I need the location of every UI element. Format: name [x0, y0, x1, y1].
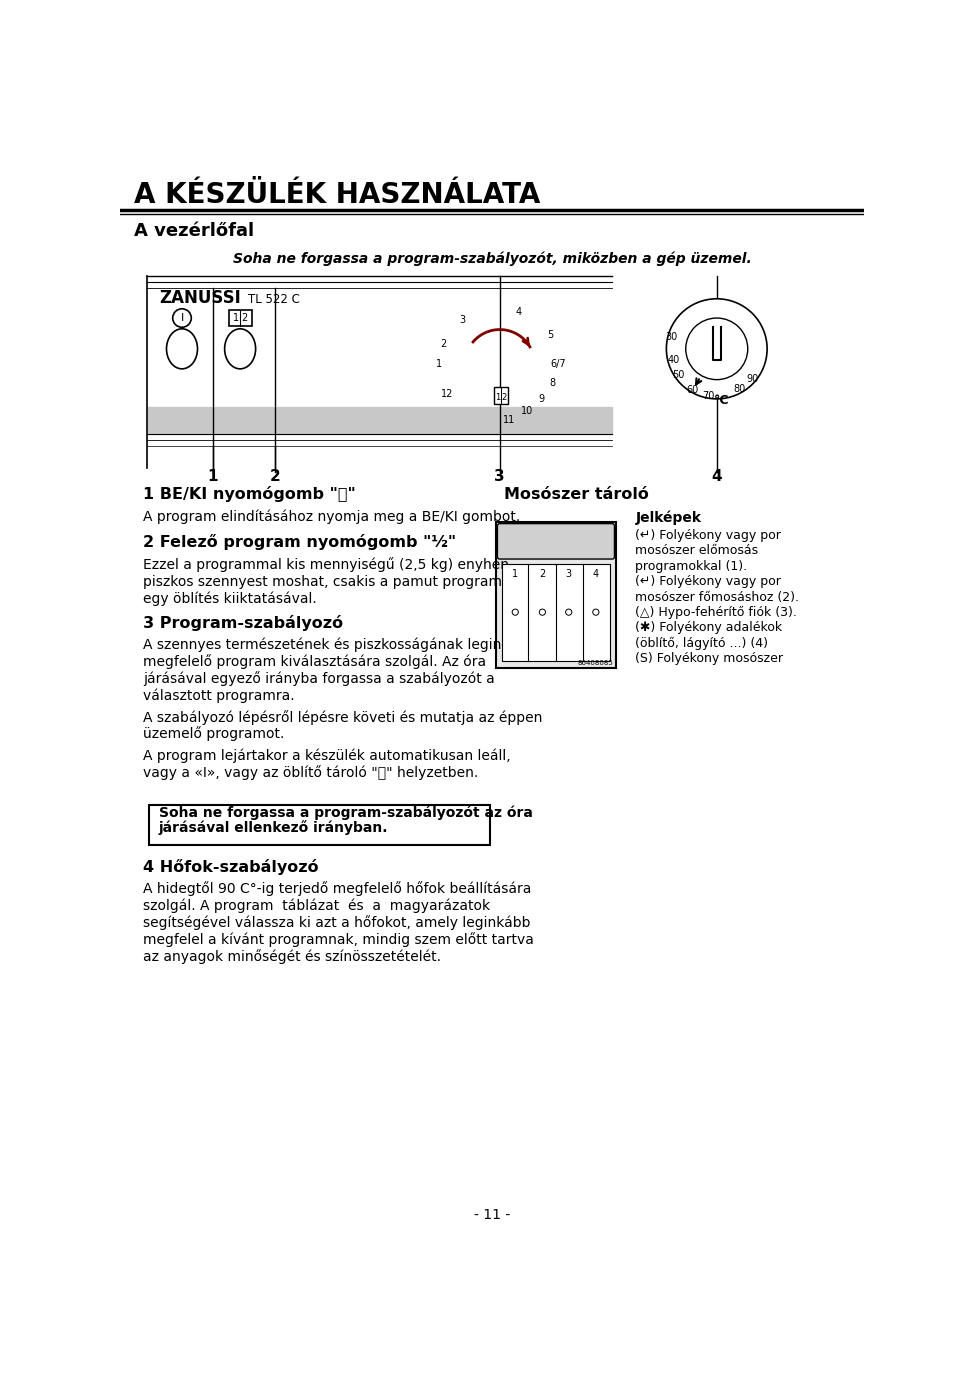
- Circle shape: [540, 609, 545, 616]
- Text: A hidegtől 90 C°-ig terjedő megfelelő hőfok beállítására: A hidegtől 90 C°-ig terjedő megfelelő hő…: [143, 881, 532, 897]
- Text: 50: 50: [672, 371, 684, 381]
- Text: 1: 1: [494, 393, 500, 402]
- Text: A KÉSZÜLÉK HASZNÁLATA: A KÉSZÜLÉK HASZNÁLATA: [134, 180, 540, 208]
- Text: 2 Felező program nyomógomb "½": 2 Felező program nyomógomb "½": [143, 534, 456, 550]
- Text: Soha ne forgassa a program-szabályozót, miközben a gép üzemel.: Soha ne forgassa a program-szabályozót, …: [232, 252, 752, 266]
- Text: mosószer előmosás: mosószer előmosás: [636, 544, 758, 557]
- Text: járásával ellenkező irányban.: járásával ellenkező irányban.: [158, 821, 388, 835]
- Bar: [493, 388, 508, 404]
- Text: 1: 1: [207, 469, 218, 484]
- Text: segítségével válassza ki azt a hőfokot, amely leginkább: segítségével válassza ki azt a hőfokot, …: [143, 915, 531, 930]
- Text: Soha ne forgassa a program-szabályozót az óra: Soha ne forgassa a program-szabályozót a…: [158, 806, 533, 820]
- Text: vagy a «I», vagy az öblítő tároló "⎕" helyzetben.: vagy a «I», vagy az öblítő tároló "⎕" he…: [143, 765, 478, 781]
- Text: 1: 1: [233, 313, 239, 323]
- Text: 6/7: 6/7: [550, 360, 565, 369]
- Text: (öblítő, lágyító ...) (4): (öblítő, lágyító ...) (4): [636, 637, 768, 649]
- Text: programokkal (1).: programokkal (1).: [636, 560, 748, 572]
- Text: TL 522 C: TL 522 C: [248, 292, 300, 305]
- Text: 4: 4: [592, 568, 599, 579]
- Text: (↵) Folyékony vagy por: (↵) Folyékony vagy por: [636, 529, 781, 541]
- Text: (✱) Folyékony adalékok: (✱) Folyékony adalékok: [636, 621, 782, 634]
- Text: megfelelő program kiválasztására szolgál. Az óra: megfelelő program kiválasztására szolgál…: [143, 655, 487, 669]
- Circle shape: [666, 299, 767, 399]
- Text: (↵) Folyékony vagy por: (↵) Folyékony vagy por: [636, 575, 781, 588]
- Text: 10: 10: [520, 406, 533, 416]
- Bar: [228, 311, 252, 326]
- Text: A program lejártakor a készülék automatikusan leáll,: A program lejártakor a készülék automati…: [143, 748, 511, 762]
- Text: 4 Hőfok-szabályozó: 4 Hőfok-szabályozó: [143, 859, 319, 874]
- Ellipse shape: [225, 329, 255, 369]
- Text: egy öblítés kiiktatásával.: egy öblítés kiiktatásával.: [143, 592, 317, 606]
- Text: 2: 2: [501, 393, 506, 402]
- Text: 80: 80: [733, 383, 746, 395]
- Text: A vezérlőfal: A vezérlőfal: [134, 221, 254, 239]
- Text: megfelel a kívánt programnak, mindig szem előtt tartva: megfelel a kívánt programnak, mindig sze…: [143, 932, 534, 947]
- Text: 4: 4: [711, 469, 722, 484]
- Text: 40: 40: [668, 355, 681, 365]
- Bar: [496, 522, 616, 669]
- Text: ZANUSSI: ZANUSSI: [158, 288, 241, 306]
- Text: választott programra.: választott programra.: [143, 688, 295, 702]
- Bar: [502, 564, 610, 660]
- Text: A szabályozó lépésről lépésre követi és mutatja az éppen: A szabályozó lépésről lépésre követi és …: [143, 709, 542, 725]
- Text: - 11 -: - 11 -: [474, 1207, 510, 1221]
- Circle shape: [512, 609, 518, 616]
- Text: járásával egyező irányba forgassa a szabályozót a: járásával egyező irányba forgassa a szab…: [143, 672, 495, 686]
- Text: 4: 4: [516, 308, 522, 318]
- Text: (S) Folyékony mosószer: (S) Folyékony mosószer: [636, 652, 783, 665]
- Text: 8: 8: [549, 378, 555, 388]
- Text: Ezzel a programmal kis mennyiségű (2,5 kg) enyhén: Ezzel a programmal kis mennyiségű (2,5 k…: [143, 557, 509, 572]
- Text: 90: 90: [746, 374, 758, 383]
- Text: 3: 3: [459, 315, 466, 325]
- Text: 3: 3: [494, 469, 505, 484]
- Text: I: I: [180, 313, 183, 323]
- Text: az anyagok minőségét és színösszetételét.: az anyagok minőségét és színösszetételét…: [143, 949, 442, 964]
- Text: 1: 1: [436, 360, 443, 369]
- Text: (△) Hypo-fehérítő fiók (3).: (△) Hypo-fehérítő fiók (3).: [636, 606, 797, 618]
- Circle shape: [173, 309, 191, 327]
- Text: A szennyes természetének és piszkosságának leginkább: A szennyes természetének és piszkosságán…: [143, 638, 536, 652]
- Text: °C: °C: [713, 393, 729, 407]
- Text: 3 Program-szabályozó: 3 Program-szabályozó: [143, 614, 344, 631]
- Text: piszkos szennyest moshat, csakis a pamut programokon,: piszkos szennyest moshat, csakis a pamut…: [143, 575, 540, 589]
- Text: A program elindításához nyomja meg a BE/KI gombot.: A program elindításához nyomja meg a BE/…: [143, 509, 520, 523]
- Text: 9: 9: [539, 395, 544, 404]
- Text: 11: 11: [503, 414, 516, 424]
- Circle shape: [685, 318, 748, 379]
- Text: 3: 3: [565, 568, 572, 579]
- FancyBboxPatch shape: [497, 523, 614, 560]
- Text: 2: 2: [241, 313, 247, 323]
- Ellipse shape: [166, 329, 198, 369]
- Circle shape: [565, 609, 572, 616]
- Text: Mosószer tároló: Mosószer tároló: [504, 487, 649, 502]
- Circle shape: [592, 609, 599, 616]
- Text: 86408085: 86408085: [578, 660, 613, 666]
- Text: 1 BE/KI nyomógomb "Ⓢ": 1 BE/KI nyomógomb "Ⓢ": [143, 485, 356, 502]
- Text: Jelképek: Jelképek: [636, 511, 702, 525]
- Text: 5: 5: [547, 330, 553, 340]
- Text: 60: 60: [686, 385, 699, 395]
- Text: 30: 30: [665, 332, 678, 341]
- Text: 70: 70: [702, 390, 714, 402]
- Text: 2: 2: [440, 339, 446, 348]
- Text: 2: 2: [540, 568, 545, 579]
- Text: 12: 12: [442, 389, 453, 399]
- Text: 2: 2: [270, 469, 280, 484]
- Text: üzemelő programot.: üzemelő programot.: [143, 726, 284, 741]
- Text: szolgál. A program  táblázat  és  a  magyarázatok: szolgál. A program táblázat és a magyará…: [143, 898, 491, 914]
- Text: 1: 1: [513, 568, 518, 579]
- Bar: [150, 804, 491, 845]
- Bar: [148, 407, 612, 434]
- Text: mosószer főmosáshoz (2).: mosószer főmosáshoz (2).: [636, 590, 800, 603]
